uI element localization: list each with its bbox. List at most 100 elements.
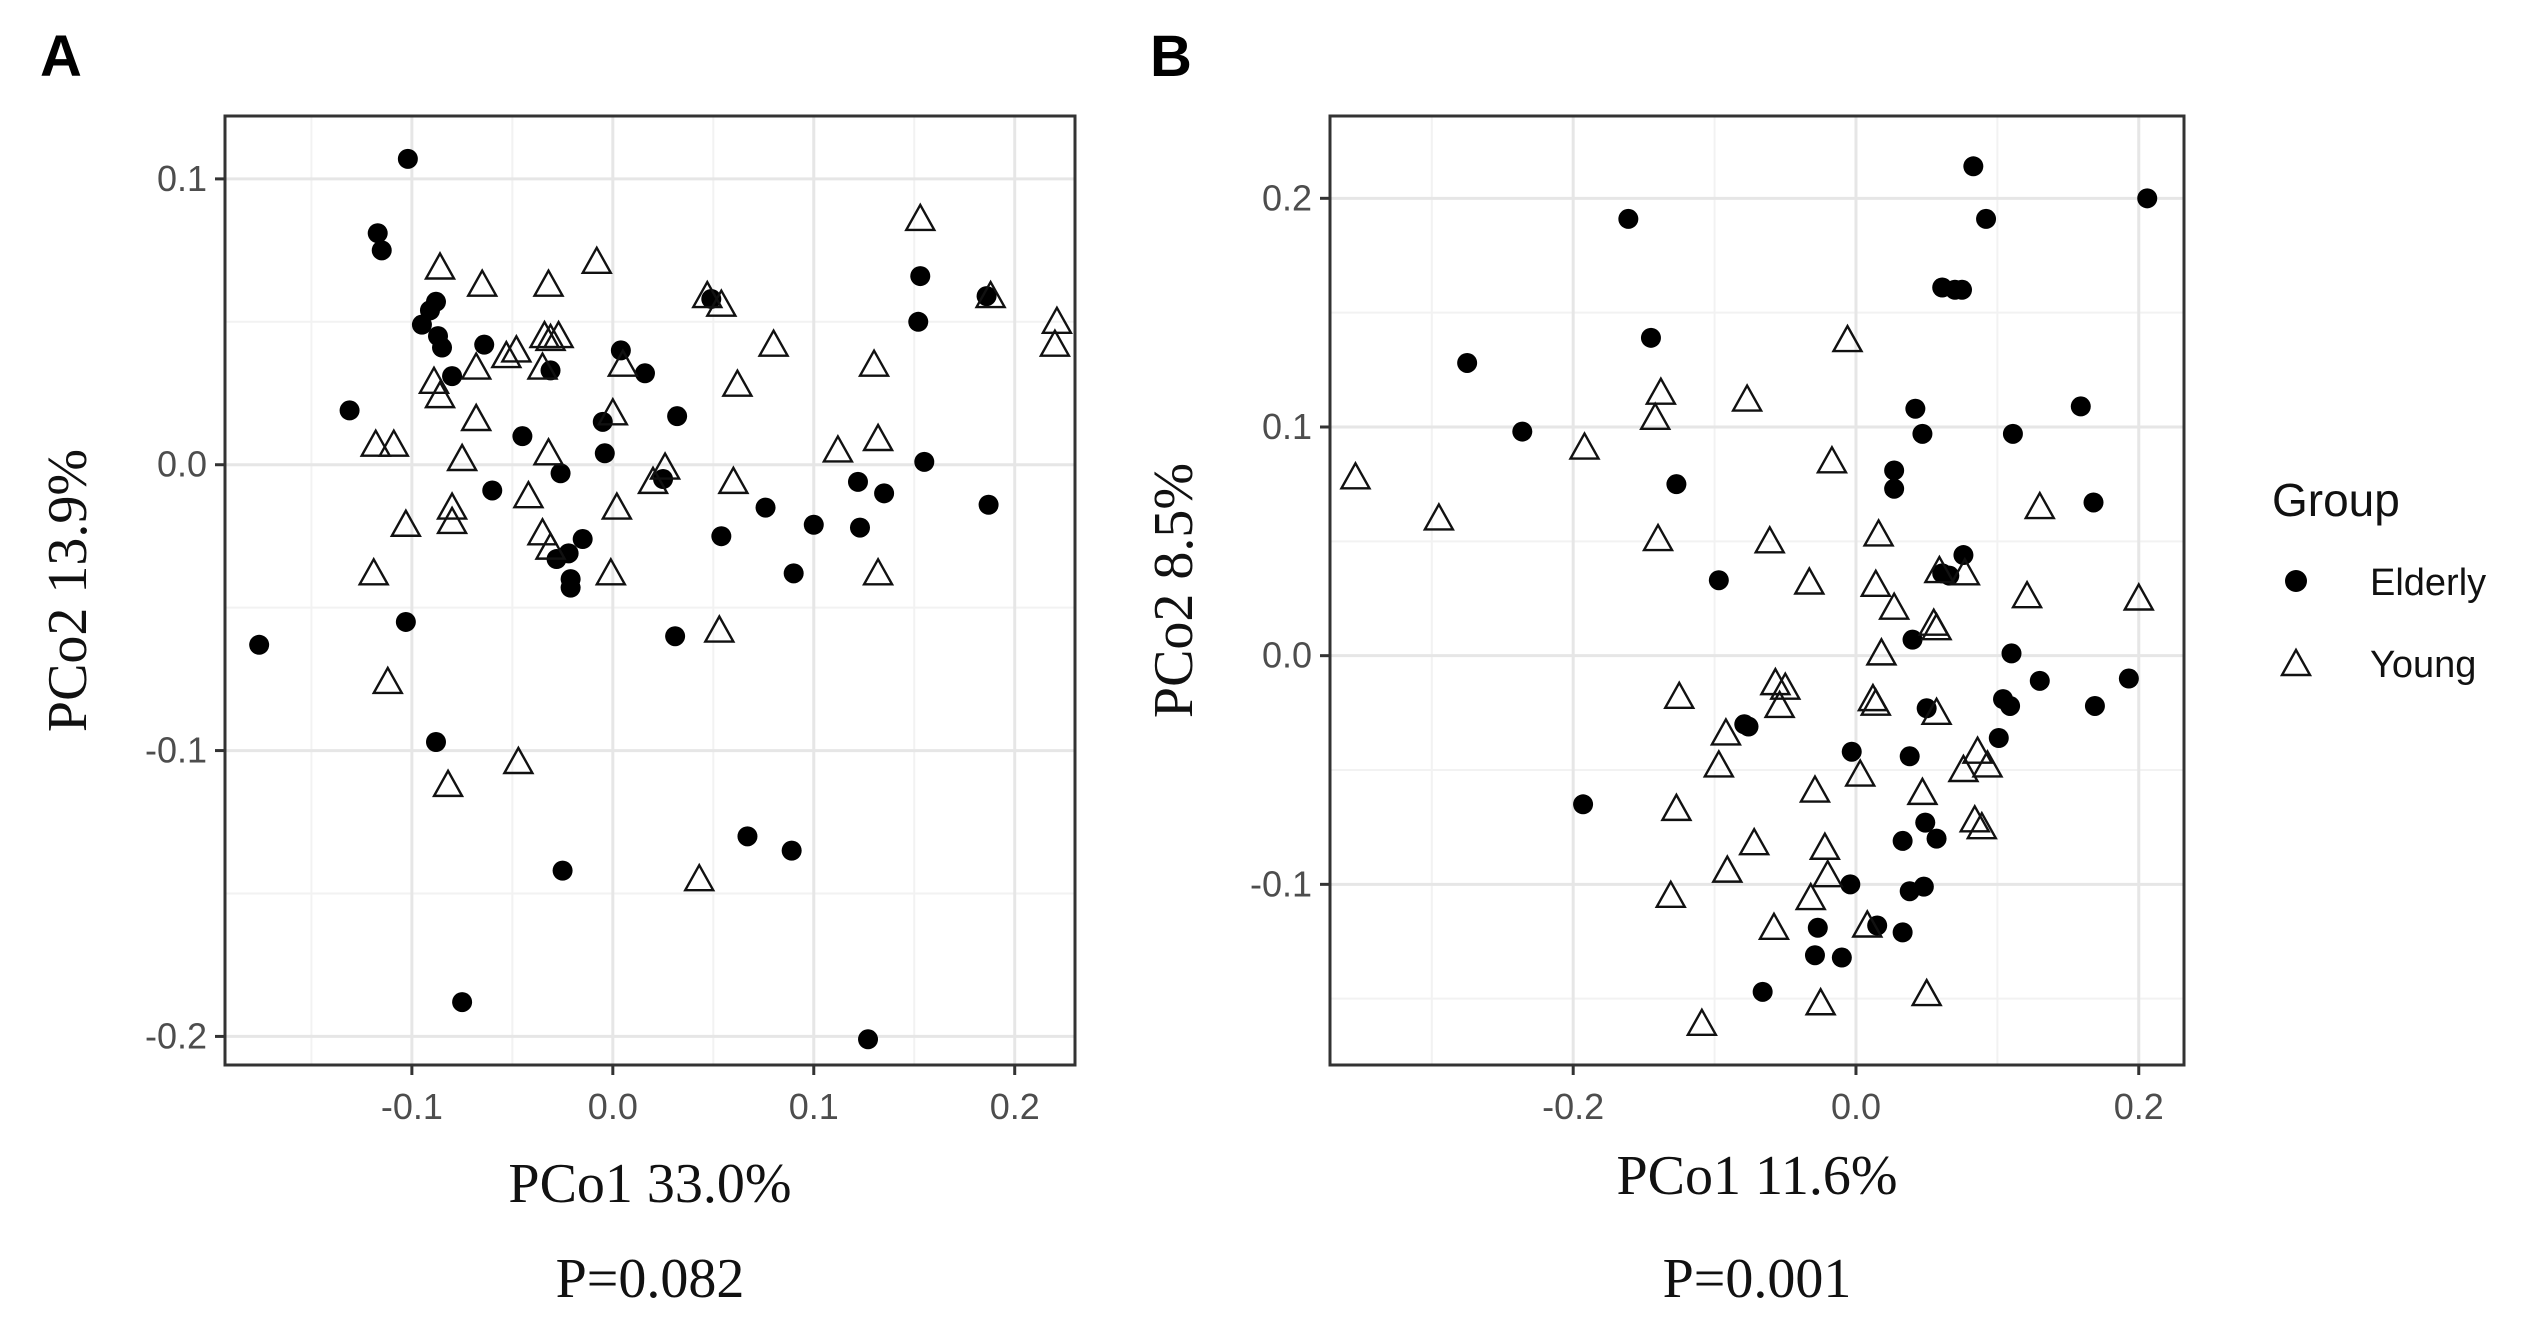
panel-b-young-point <box>1711 854 1744 883</box>
panel-b-young-point <box>1856 682 1889 712</box>
panel-a-young-point <box>377 428 410 457</box>
panel-b-young-point <box>1906 776 1939 806</box>
panel-b-elderly-point <box>1457 352 1478 373</box>
panel-b-elderly-point <box>2070 396 2091 417</box>
panel-b-young-point <box>1644 376 1677 405</box>
panel-a-young-point <box>359 428 392 457</box>
panel-a-elderly-point <box>594 443 615 464</box>
panel-b-elderly-point <box>1912 423 1933 444</box>
panel-a-young-point <box>1038 328 1071 357</box>
panel-a-young-point <box>423 379 457 409</box>
panel-a-y-ticks: -0.2 -0.1 0.0 0.1 <box>145 158 225 1056</box>
panel-b-young-point <box>1759 666 1792 696</box>
panel-b-elderly-point <box>2029 670 2050 691</box>
panel-a-young-point <box>721 368 754 397</box>
panel-b-young-point <box>1965 810 1998 840</box>
panel-a-x-tick-label: 0.1 <box>789 1086 839 1127</box>
panel-b-x-ticks: -0.2 0.0 0.2 <box>1542 1065 2164 1127</box>
panel-a-young-point <box>821 433 854 463</box>
panel-a-x-tick-label: 0.0 <box>588 1086 638 1127</box>
panel-a-elderly-point <box>667 406 688 427</box>
panel-b-elderly-point <box>1905 398 1926 419</box>
panel-b-elderly-point <box>1884 478 1905 499</box>
panel-a-young-point <box>606 348 639 377</box>
panel-a-elderly-point <box>634 363 655 384</box>
panel-b-elderly-point <box>1926 828 1947 849</box>
panel-b-young-point <box>1878 591 1911 620</box>
panel-a-young-point <box>389 508 422 537</box>
panel-a-elderly-point <box>978 494 999 515</box>
panel-b-young-point <box>1917 607 1950 636</box>
panel-a-elderly-point <box>560 577 581 598</box>
panel-b-young-point <box>1731 383 1764 412</box>
panel-b-elderly-point <box>1752 981 1773 1002</box>
panel-b-elderly-point <box>1892 830 1913 851</box>
panel-b-young-point <box>1702 748 1735 778</box>
panel-a-young-point <box>432 768 465 798</box>
panel-a-x-ticks: -0.1 0.0 0.1 0.2 <box>381 1065 1040 1127</box>
panel-a-young-point <box>371 665 404 695</box>
panel-a-x-axis-title: PCo1 33.0% <box>508 1153 791 1215</box>
panel-a-elderly-point <box>425 291 446 312</box>
panel-a-elderly-point <box>474 334 495 355</box>
panel-b-y-tick-label: 0.0 <box>1262 635 1312 676</box>
panel-b-elderly-point <box>1988 727 2009 748</box>
panel-b-elderly-point <box>1913 876 1934 897</box>
panel-a-elderly-point <box>849 517 870 538</box>
panel-a-elderly-point <box>552 860 573 881</box>
panel-b-young-point <box>1753 524 1786 554</box>
panel-a-young-point <box>974 279 1007 309</box>
panel-b-elderly-point <box>1841 741 1862 762</box>
panel-b-x-tick-label: -0.2 <box>1542 1086 1604 1127</box>
panel-a-y-tick-label: 0.1 <box>157 158 207 199</box>
panel-a-young-point <box>862 422 895 452</box>
panel-b-x-tick-label: 0.0 <box>1831 1086 1881 1127</box>
panel-b-plot-frame <box>1328 114 2186 1067</box>
panel-b-elderly-point <box>1884 460 1905 481</box>
panel-b-young-point <box>1961 735 1994 764</box>
panel-b-young-point <box>1859 687 1892 716</box>
panel-b-elderly-point <box>1840 874 1861 895</box>
panel-b-young-point <box>1815 444 1848 474</box>
panel-a-young-point <box>757 328 790 357</box>
panel-a-elderly-point <box>425 731 446 752</box>
panel-a-young-point <box>703 614 736 643</box>
panel-b-elderly-point <box>1666 474 1687 495</box>
panel-b-elderly-point <box>1831 947 1852 968</box>
panel-b-elderly-point <box>1618 208 1639 229</box>
panel-a-plot-frame <box>223 114 1077 1067</box>
panel-b-elderly-point <box>1902 629 1923 650</box>
panel-b-elderly-point <box>1804 945 1825 966</box>
legend: Group Elderly Young <box>2272 474 2486 686</box>
panel-b-y-tick-label: -0.1 <box>1250 863 1312 904</box>
panel-b-x-axis-title: PCo1 11.6% <box>1616 1145 1897 1207</box>
panel-a-elderly-point <box>665 626 686 647</box>
panel-b-elderly-point <box>2001 643 2022 664</box>
panel-a-young-point <box>460 402 493 432</box>
panel-a-elderly-point <box>452 992 473 1013</box>
panel-a-elderly-point <box>592 411 613 432</box>
panel-b-young-point <box>1794 881 1827 911</box>
panel-b-young-point <box>1920 696 1953 726</box>
panel-a-y-tick-label: -0.1 <box>145 730 207 771</box>
panel-b-young-point <box>1862 518 1895 547</box>
panel-a-young-point <box>526 351 559 380</box>
panel-a-y-axis-title: PCo2 13.9% <box>37 449 99 732</box>
panel-b-young-point <box>1851 909 1884 938</box>
panel-a-elderly-point <box>482 480 503 501</box>
panel-a-young-point <box>594 556 627 586</box>
panel-a-young-point <box>532 436 565 466</box>
panel-a-elderly-point <box>572 529 593 550</box>
panel-b-elderly-point <box>2000 695 2021 716</box>
panel-a-young-point <box>500 333 533 363</box>
panel-b-points <box>1339 156 2158 1037</box>
panel-a-young-point <box>858 348 891 377</box>
panel-b-young-point <box>1798 774 1832 803</box>
panel-b-young-point <box>1811 858 1844 888</box>
panel-a-p-value: P=0.082 <box>556 1248 745 1310</box>
panel-a-elderly-point <box>550 463 571 484</box>
panel-a-young-point <box>436 491 469 520</box>
panel-b-y-axis-title: PCo2 8.5% <box>1143 463 1205 718</box>
panel-a-points <box>249 148 1073 1050</box>
panel-b-y-tick-label: 0.2 <box>1262 177 1312 218</box>
